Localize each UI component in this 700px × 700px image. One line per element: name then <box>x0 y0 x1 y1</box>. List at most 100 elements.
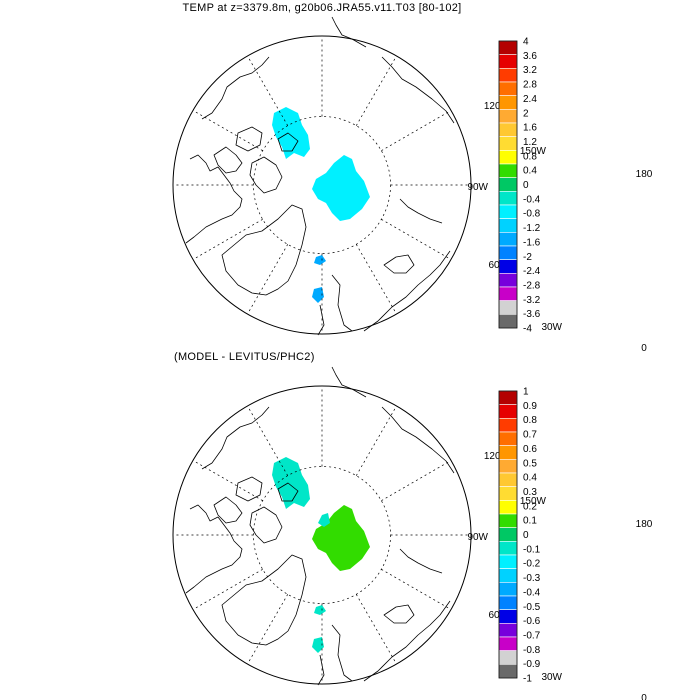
longitude-label: 150W <box>520 496 547 507</box>
longitude-label: 150W <box>520 146 547 157</box>
colorbar-swatch <box>498 177 518 192</box>
colorbar-swatch <box>498 273 518 288</box>
coastline <box>399 548 443 574</box>
coastline <box>201 406 270 470</box>
coastline <box>383 604 415 624</box>
colorbar-swatch <box>498 513 518 528</box>
coastline <box>185 154 243 244</box>
colorbar-swatch <box>498 636 518 651</box>
colorbar-swatch <box>498 122 518 137</box>
data-region <box>312 637 324 653</box>
longitude-label: 90W <box>467 182 488 193</box>
meridian-line <box>247 405 289 476</box>
colorbar-tick-label: -0.6 <box>523 616 541 627</box>
coastline <box>221 204 307 296</box>
colorbar-tick-label: -2.8 <box>523 280 541 291</box>
data-region <box>272 107 310 159</box>
colorbar-tick-label: 0.2 <box>523 501 537 512</box>
colorbar-swatch <box>498 500 518 515</box>
colorbar-swatch <box>498 259 518 274</box>
colorbar-swatch <box>498 314 518 329</box>
colorbar-swatch <box>498 54 518 69</box>
coastline <box>249 506 283 544</box>
colorbar-swatch <box>498 568 518 583</box>
colorbar-swatch <box>498 650 518 665</box>
colorbar-swatch <box>498 95 518 110</box>
coastline <box>221 554 307 646</box>
meridian-line <box>192 568 263 610</box>
coastline <box>381 56 455 124</box>
colorbar-tick-label: -4 <box>523 324 532 335</box>
coastline <box>213 146 243 174</box>
coastline <box>277 482 299 502</box>
colorbar-tick-label: -0.3 <box>523 573 541 584</box>
colorbar-tick-label: -0.2 <box>523 559 541 570</box>
colorbar-swatch <box>498 418 518 433</box>
longitude-label: 180 <box>636 169 653 180</box>
colorbar-swatch <box>498 595 518 610</box>
colorbar-tick-label: -0.4 <box>523 194 541 205</box>
meridian-line <box>355 55 397 126</box>
colorbar-swatch <box>498 527 518 542</box>
colorbar-tick-label: -0.7 <box>523 630 541 641</box>
colorbar-swatch <box>498 541 518 556</box>
colorbar-swatch <box>498 218 518 233</box>
colorbar-tick-label: 0.3 <box>523 487 537 498</box>
colorbar-tick-label: 4 <box>523 37 529 48</box>
colorbar-tick-label: -1.6 <box>523 237 541 248</box>
meridian-line <box>192 218 263 260</box>
colorbar-tick-label: -1.2 <box>523 223 541 234</box>
data-region <box>318 513 330 527</box>
coastline <box>331 16 367 48</box>
colorbar-tick-label: 1.2 <box>523 137 537 148</box>
colorbar-tick-label: 3.2 <box>523 65 537 76</box>
colorbar-swatch <box>498 68 518 83</box>
coastline <box>317 304 325 336</box>
colorbar-tick-label: 0.6 <box>523 444 537 455</box>
colorbar-swatch <box>498 623 518 638</box>
colorbar-temperature: 4 3.6 3.2 2.8 2.4 2 1.6 1.2 0.8 0.4 0 -0.4 -0.8 -1.2 -… <box>498 37 541 335</box>
coastline <box>383 254 415 274</box>
meridian-line <box>247 594 289 665</box>
colorbar-tick-label: -0.9 <box>523 659 541 670</box>
colorbar-swatch <box>498 150 518 165</box>
colorbar-swatch <box>498 300 518 315</box>
coastline <box>185 504 243 594</box>
coastline <box>331 366 367 398</box>
colorbar-swatch <box>498 286 518 301</box>
coastline <box>201 56 270 120</box>
colorbar-tick-label: 2.4 <box>523 94 537 105</box>
longitude-label: 180 <box>636 519 653 530</box>
meridian-line <box>247 55 289 126</box>
meridian-line <box>355 594 397 665</box>
data-region <box>314 605 326 615</box>
colorbar-frame <box>498 40 518 329</box>
longitude-label: 120W <box>484 101 511 112</box>
coastline <box>213 496 243 524</box>
colorbar-tick-label: 0.9 <box>523 401 537 412</box>
data-region <box>312 287 324 303</box>
colorbar-tick-label: 0.7 <box>523 430 537 441</box>
colorbar-swatch <box>498 245 518 260</box>
polar-map-difference: 180150E120E90E60E30E030W60W90W120W150W <box>172 366 653 700</box>
colorbar-tick-label: -0.1 <box>523 544 541 555</box>
colorbar-tick-label: -0.8 <box>523 645 541 656</box>
colorbar-swatch <box>498 664 518 679</box>
coastline <box>235 476 263 502</box>
colorbar-swatch <box>498 609 518 624</box>
meridian-line <box>381 218 452 260</box>
colorbar-tick-label: 0.5 <box>523 458 537 469</box>
colorbar-difference: 1 0.9 0.8 0.7 0.6 0.5 0.4 0.3 0.2 0.1 0 -0.1 -0.2 -0.… <box>498 387 541 685</box>
colorbar-swatch <box>498 554 518 569</box>
colorbar-tick-label: 2.8 <box>523 80 537 91</box>
data-region <box>272 457 310 509</box>
colorbar-swatch <box>498 472 518 487</box>
colorbar-tick-label: -3.2 <box>523 295 541 306</box>
colorbar-swatch <box>498 136 518 151</box>
longitude-label: 90W <box>467 532 488 543</box>
meridian-line <box>192 460 263 502</box>
longitude-label: 0 <box>641 693 647 700</box>
colorbar-tick-label: 0.4 <box>523 166 537 177</box>
colorbar-frame <box>498 390 518 679</box>
colorbar-tick-label: 2 <box>523 108 529 119</box>
